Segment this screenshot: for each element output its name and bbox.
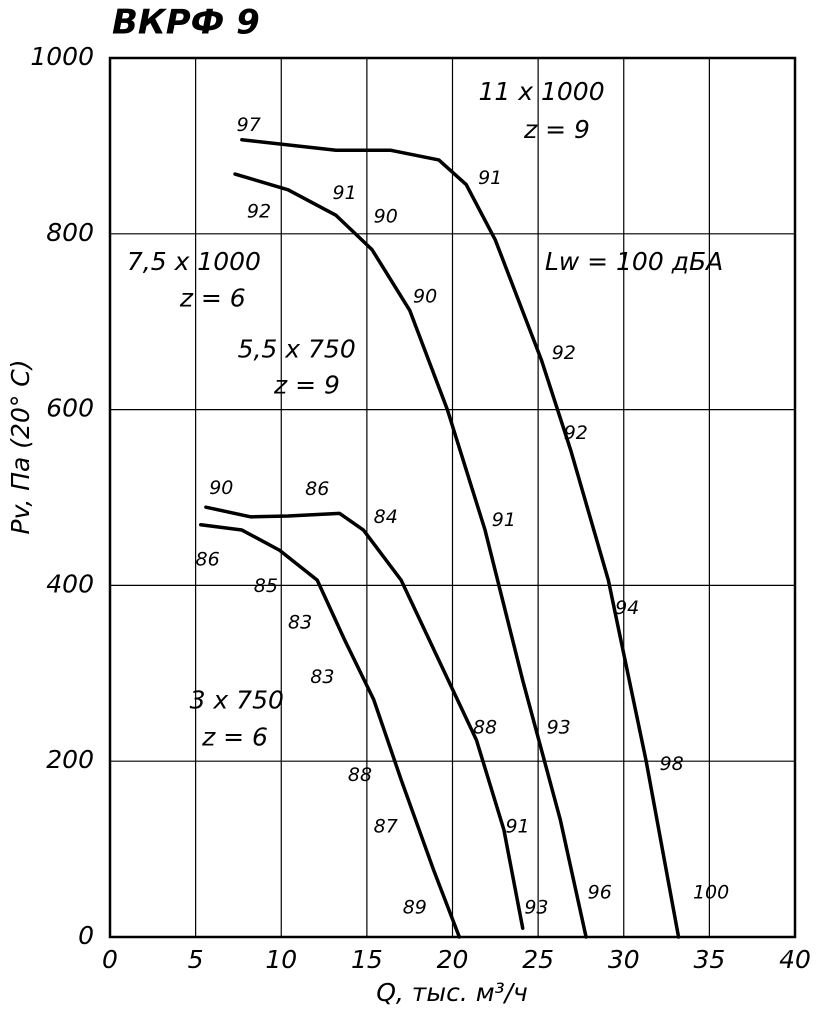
annotation: 83 <box>310 666 334 688</box>
curve-label: 3 x 750 <box>190 685 284 714</box>
annotation: 90 <box>209 477 233 499</box>
annotation: 89 <box>403 896 427 918</box>
annotation: 91 <box>478 167 502 189</box>
annotation: 96 <box>588 882 612 904</box>
x-tick-label: 40 <box>779 945 811 974</box>
annotation: 92 <box>552 342 576 364</box>
curve <box>199 522 462 939</box>
annotation: 97 <box>237 114 261 136</box>
curve-label: 11 x 1000 <box>478 77 604 106</box>
annotation: 86 <box>196 548 220 570</box>
annotation: 86 <box>305 478 329 500</box>
annotation: 85 <box>254 575 278 597</box>
chart-title: ВКРФ 9 <box>112 3 260 43</box>
curve-label: 5,5 x 750 <box>238 335 356 364</box>
x-tick-label: 35 <box>693 945 725 974</box>
annotation: 91 <box>333 182 357 204</box>
x-tick-label: 5 <box>188 945 204 974</box>
annotation: 84 <box>374 506 398 528</box>
x-tick-label: 20 <box>437 945 469 974</box>
annotation: 94 <box>615 597 639 619</box>
annotation: 93 <box>547 716 571 738</box>
curve-label: z = 9 <box>523 115 590 144</box>
x-tick-label: 0 <box>102 945 118 974</box>
curve <box>204 505 525 930</box>
x-tick-label: 15 <box>351 945 383 974</box>
y-tick-label: 200 <box>46 745 94 774</box>
y-tick-label: 0 <box>78 921 94 950</box>
curve-label: 7,5 x 1000 <box>127 247 261 276</box>
y-tick-label: 800 <box>46 218 94 247</box>
annotation: 91 <box>492 509 516 531</box>
y-axis-label: Pv, Па (20° C) <box>6 359 35 534</box>
annotation: 83 <box>288 612 312 634</box>
annotation: 90 <box>413 286 437 308</box>
y-tick-label: 600 <box>46 394 94 423</box>
curve-label: z = 9 <box>273 371 340 400</box>
y-tick-label: 400 <box>46 569 94 598</box>
annotation: 91 <box>505 816 529 838</box>
curve-label: z = 6 <box>179 284 246 313</box>
annotation: 88 <box>348 764 372 786</box>
annotation: 98 <box>660 753 684 775</box>
curve <box>240 137 681 939</box>
curve-label: Lw = 100 дБА <box>545 247 723 276</box>
x-axis-label: Q, тыс. м³/ч <box>376 978 528 1007</box>
annotation: 93 <box>524 896 548 918</box>
annotation: 92 <box>564 422 588 444</box>
annotation: 100 <box>693 882 729 904</box>
x-tick-label: 30 <box>608 945 640 974</box>
x-tick-label: 10 <box>265 945 297 974</box>
y-tick-label: 1000 <box>30 42 94 71</box>
curve-label: z = 6 <box>201 722 268 751</box>
plot-frame <box>108 56 797 939</box>
x-tick-label: 25 <box>522 945 554 974</box>
annotation: 87 <box>374 816 398 838</box>
curve <box>233 172 588 939</box>
annotation: 90 <box>374 206 398 228</box>
annotation: 92 <box>247 200 271 222</box>
annotation: 88 <box>473 716 497 738</box>
